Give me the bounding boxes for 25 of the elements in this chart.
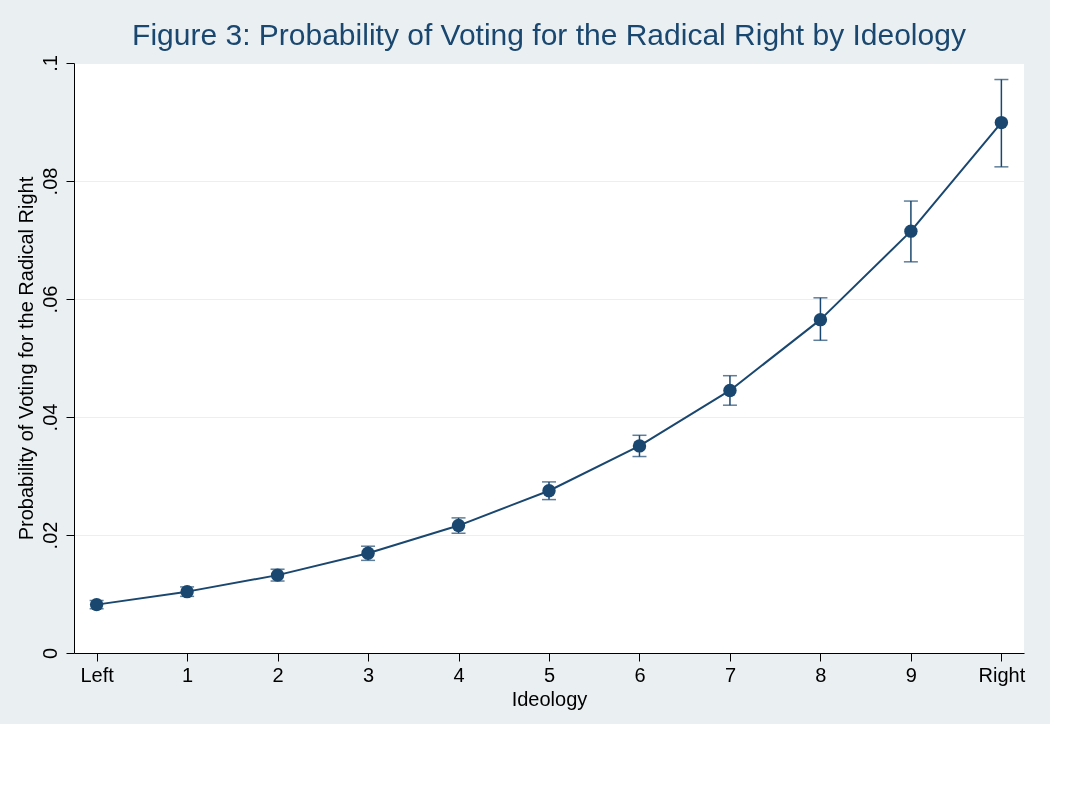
y-tick-label: .06 — [38, 285, 61, 314]
point — [994, 115, 1009, 130]
x-axis-title: Ideology — [511, 687, 588, 710]
y-tick-label: .02 — [38, 521, 61, 550]
point — [813, 312, 828, 327]
y-tick-label: .08 — [38, 167, 61, 196]
x-tick-label: 9 — [905, 663, 917, 686]
x-tick-label: 2 — [272, 663, 284, 686]
point — [632, 439, 647, 453]
x-tick-label: 5 — [543, 663, 556, 686]
x-tick-label: Left — [80, 663, 115, 686]
x-tick-label: 6 — [634, 663, 646, 686]
x-tick-label: 1 — [182, 663, 194, 686]
chart-title: Figure 3: Probability of Voting for the Radical Right by Ideology — [132, 17, 966, 51]
point — [904, 224, 918, 238]
point — [723, 383, 737, 398]
y-tick-label: .1 — [38, 55, 61, 72]
y-axis-title: Probability of Voting for the Radical Right — [14, 176, 37, 541]
x-tick-label: 4 — [453, 663, 465, 686]
x-tick-label: 8 — [815, 663, 827, 686]
y-tick-label: 0 — [38, 647, 61, 660]
x-tick-label: 7 — [724, 663, 737, 686]
x-tick-label: 3 — [362, 663, 375, 686]
y-tick-label: .04 — [38, 403, 61, 432]
x-tick-label: Right — [978, 663, 1026, 686]
